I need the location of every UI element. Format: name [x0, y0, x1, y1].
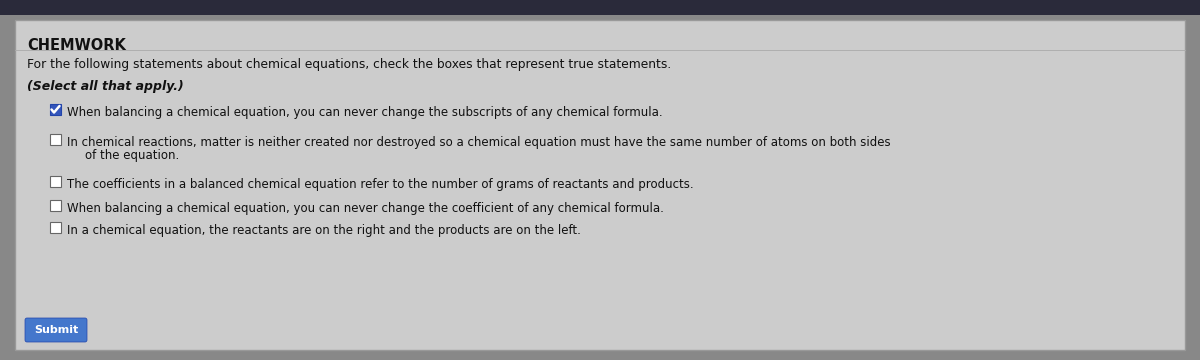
Text: CHEMWORK: CHEMWORK	[28, 38, 126, 53]
FancyBboxPatch shape	[50, 200, 61, 211]
Text: For the following statements about chemical equations, check the boxes that repr: For the following statements about chemi…	[28, 58, 671, 71]
Text: When balancing a chemical equation, you can never change the coefficient of any : When balancing a chemical equation, you …	[67, 202, 664, 215]
FancyBboxPatch shape	[50, 134, 61, 145]
Bar	[0, 0, 1200, 15]
Text: (Select all that apply.): (Select all that apply.)	[28, 80, 184, 93]
FancyBboxPatch shape	[50, 222, 61, 233]
Text: The coefficients in a balanced chemical equation refer to the number of grams of: The coefficients in a balanced chemical …	[67, 178, 694, 191]
FancyBboxPatch shape	[25, 318, 88, 342]
Text: In a chemical equation, the reactants are on the right and the products are on t: In a chemical equation, the reactants ar…	[67, 224, 581, 237]
Text: When balancing a chemical equation, you can never change the subscripts of any c: When balancing a chemical equation, you …	[67, 106, 662, 119]
Text: Submit: Submit	[34, 325, 78, 335]
FancyBboxPatch shape	[50, 176, 61, 187]
FancyBboxPatch shape	[50, 104, 61, 115]
Text: In chemical reactions, matter is neither created nor destroyed so a chemical equ: In chemical reactions, matter is neither…	[67, 136, 890, 149]
FancyBboxPatch shape	[14, 20, 1186, 350]
Text: of the equation.: of the equation.	[85, 149, 179, 162]
